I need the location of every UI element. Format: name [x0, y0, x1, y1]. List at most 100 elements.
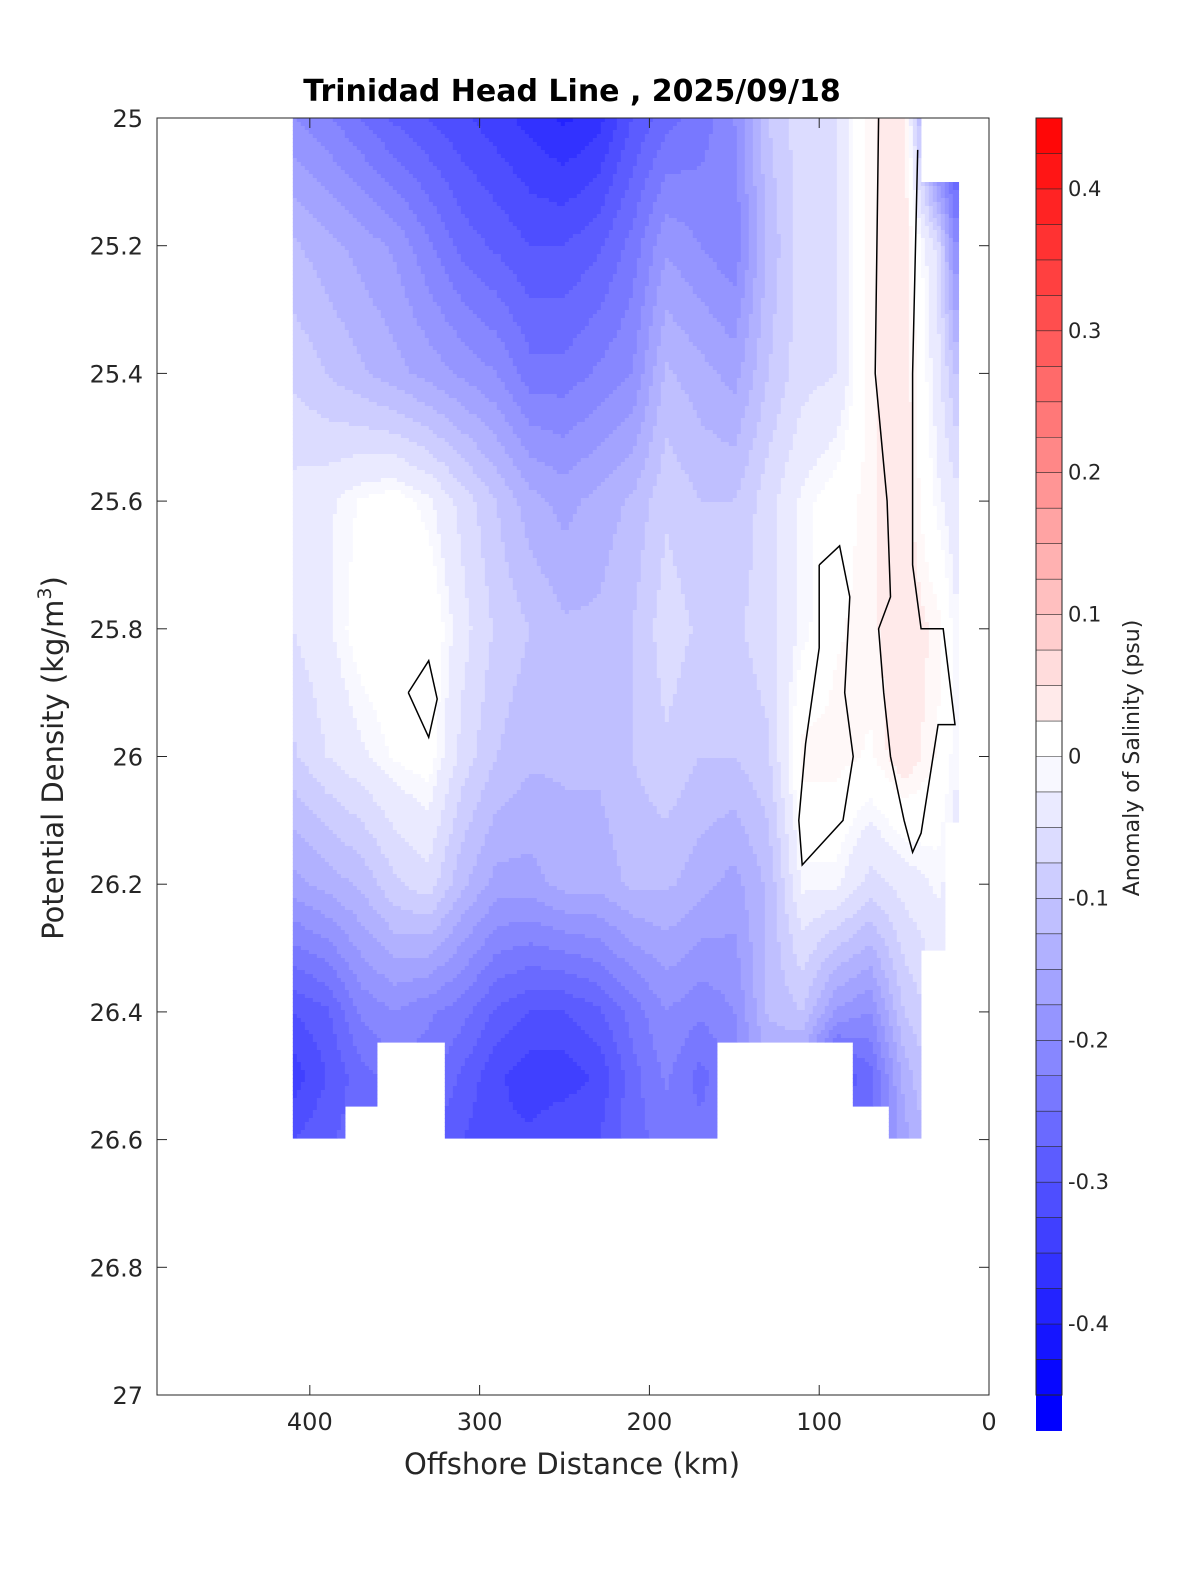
field-cell: [640, 578, 662, 583]
field-cell: [736, 146, 746, 151]
field-cell: [952, 750, 960, 755]
field-cell: [928, 394, 934, 399]
field-cell: [768, 358, 790, 363]
field-cell: [464, 582, 486, 587]
field-cell: [324, 286, 366, 291]
field-cell: [916, 346, 926, 351]
field-cell: [772, 326, 794, 331]
field-cell: [368, 790, 406, 795]
field-cell: [792, 158, 838, 163]
field-cell: [944, 234, 950, 239]
field-cell: [948, 530, 960, 535]
field-cell: [876, 394, 910, 399]
field-cell: [876, 262, 910, 267]
field-cell: [912, 234, 922, 239]
field-cell: [760, 322, 774, 327]
field-cell: [744, 122, 754, 127]
field-cell: [760, 702, 778, 707]
field-cell: [676, 218, 742, 223]
field-cell: [952, 414, 960, 419]
field-cell: [468, 490, 490, 495]
field-cell: [292, 486, 354, 491]
field-cell: [416, 254, 438, 259]
field-cell: [304, 250, 350, 255]
field-cell: [508, 574, 546, 579]
field-cell: [600, 586, 638, 591]
field-cell: [912, 142, 918, 147]
field-cell: [456, 746, 478, 751]
field-cell: [876, 146, 906, 151]
field-cell: [788, 838, 798, 843]
field-cell: [588, 266, 618, 271]
field-cell: [940, 626, 954, 631]
field-cell: [740, 762, 770, 767]
field-cell: [732, 118, 746, 123]
field-cell: [876, 170, 906, 175]
field-cell: [788, 722, 794, 727]
field-cell: [924, 194, 930, 199]
field-cell: [696, 294, 746, 299]
field-cell: [840, 850, 854, 855]
field-cell: [660, 578, 682, 583]
field-cell: [444, 414, 478, 419]
field-cell: [656, 482, 694, 487]
field-cell: [876, 562, 918, 567]
field-cell: [912, 518, 922, 523]
field-cell: [640, 306, 654, 311]
field-cell: [292, 466, 298, 471]
field-cell: [952, 626, 960, 631]
field-cell: [648, 454, 662, 459]
field-cell: [932, 402, 946, 407]
field-cell: [292, 146, 326, 151]
field-cell: [908, 322, 914, 327]
field-cell: [432, 162, 466, 167]
field-cell: [876, 198, 910, 203]
field-cell: [396, 222, 422, 227]
field-cell: [644, 458, 662, 463]
field-cell: [928, 202, 938, 207]
field-cell: [592, 490, 634, 495]
field-cell: [760, 798, 774, 803]
field-cell: [864, 270, 878, 275]
field-cell: [624, 138, 646, 143]
field-cell: [316, 710, 354, 715]
field-cell: [644, 290, 658, 295]
field-cell: [772, 782, 782, 787]
field-cell: [292, 682, 314, 687]
field-cell: [612, 130, 630, 135]
field-cell: [864, 162, 878, 167]
field-cell: [676, 458, 750, 463]
field-cell: [944, 422, 954, 427]
field-cell: [460, 210, 506, 215]
field-cell: [664, 706, 670, 711]
field-cell: [436, 166, 470, 171]
field-cell: [752, 154, 762, 159]
field-cell: [488, 654, 526, 659]
field-cell: [828, 694, 886, 699]
field-cell: [776, 706, 790, 711]
field-cell: [656, 346, 698, 351]
field-cell: [344, 386, 398, 391]
field-cell: [644, 186, 662, 191]
field-cell: [456, 810, 474, 815]
field-cell: [768, 718, 778, 723]
field-cell: [780, 778, 790, 783]
field-cell: [312, 690, 350, 695]
field-cell: [660, 394, 690, 399]
field-cell: [792, 786, 894, 791]
field-cell: [740, 882, 766, 887]
field-cell: [648, 222, 662, 227]
field-cell: [468, 614, 490, 619]
field-cell: [496, 810, 606, 815]
field-cell: [448, 778, 466, 783]
field-cell: [848, 318, 854, 323]
field-cell: [748, 574, 778, 579]
field-cell: [748, 650, 778, 655]
field-cell: [836, 118, 850, 123]
field-cell: [648, 338, 662, 343]
field-cell: [352, 214, 390, 219]
field-cell: [620, 254, 642, 259]
field-cell: [796, 610, 814, 615]
field-cell: [580, 458, 626, 463]
field-cell: [844, 442, 866, 447]
